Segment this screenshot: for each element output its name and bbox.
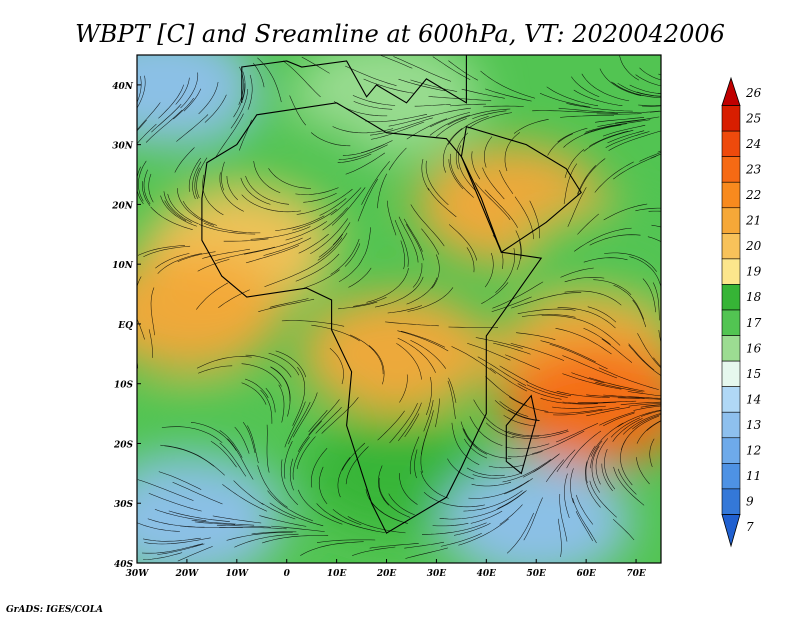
coast-madagascar bbox=[505, 394, 537, 475]
colorbar-swatch bbox=[721, 386, 741, 413]
lon-tick-label: 10E bbox=[327, 569, 347, 579]
field-region-south-atlantic-cold bbox=[137, 461, 282, 563]
map-plot-area bbox=[137, 55, 661, 563]
colorbar-label: 14 bbox=[746, 392, 761, 406]
coast-arabia bbox=[460, 125, 582, 254]
colorbar-swatch bbox=[721, 76, 741, 106]
longitude-axis: 30W 20W 10W 0 10E 20E 30E 40E 50E 60E 70E bbox=[126, 559, 646, 579]
colorbar-swatch bbox=[721, 284, 741, 311]
lon-tick-label: 60E bbox=[576, 569, 596, 579]
lat-tick-label: 30N bbox=[112, 142, 134, 152]
coast-africa bbox=[201, 102, 543, 534]
field-region-equatorial-atlantic bbox=[137, 252, 282, 372]
colorbar-label: 12 bbox=[746, 444, 761, 458]
colorbar-swatch bbox=[721, 463, 741, 490]
figure-title: WBPT [C] and Sreamline at 600hPa, VT: 20… bbox=[75, 20, 725, 48]
colorbar-swatch bbox=[721, 411, 741, 439]
field-region-north-atlantic-cold bbox=[137, 55, 257, 145]
colorbar-label: 11 bbox=[746, 469, 761, 483]
colorbar-swatch bbox=[721, 309, 741, 336]
colorbar-label: 23 bbox=[745, 162, 762, 176]
lon-tick-label: 0 bbox=[284, 569, 291, 579]
streamline-layer bbox=[137, 55, 661, 562]
colorbar-swatch bbox=[721, 105, 741, 132]
colorbar-label: 25 bbox=[745, 111, 761, 125]
colorbar-label: 24 bbox=[745, 137, 761, 151]
lon-tick-label: 20W bbox=[175, 569, 200, 579]
colorbar-label: 26 bbox=[745, 86, 762, 100]
lon-tick-label: 30W bbox=[126, 569, 150, 579]
colorbar-label: 18 bbox=[746, 290, 762, 304]
lat-tick-label: 40S bbox=[114, 560, 134, 570]
colorbar-label: 16 bbox=[746, 341, 762, 355]
map-frame bbox=[136, 54, 662, 564]
lat-tick-label: EQ bbox=[117, 321, 133, 331]
colorbar-label: 20 bbox=[745, 239, 762, 253]
lat-tick-label: 30S bbox=[114, 500, 134, 510]
latitude-axis: 40N 30N 20N 10N EQ 10S 20S 30S 40S bbox=[111, 82, 141, 570]
colorbar-swatch bbox=[721, 207, 741, 234]
streamlines bbox=[137, 55, 661, 562]
colorbar-label: 15 bbox=[746, 367, 761, 381]
colorbar-swatch bbox=[721, 181, 741, 209]
lat-tick-label: 10N bbox=[112, 261, 134, 271]
field-region-central-africa bbox=[301, 293, 492, 414]
colorbar-label: 22 bbox=[745, 188, 761, 202]
footer-credit: GrADS: IGES/COLA bbox=[6, 605, 103, 615]
coast-europe bbox=[241, 55, 467, 104]
lat-tick-label: 20N bbox=[111, 201, 134, 211]
colorbar-swatch bbox=[721, 335, 741, 362]
colorbar-swatch bbox=[721, 514, 741, 548]
colorbar-swatch bbox=[721, 258, 741, 285]
colorbar: 26 25 24 23 22 21 20 19 18 17 16 15 14 13 12 11 9 7 bbox=[721, 76, 762, 548]
colorbar-swatch bbox=[721, 233, 741, 260]
colorbar-label: 7 bbox=[746, 520, 754, 534]
colorbar-swatch bbox=[721, 488, 741, 515]
lon-tick-label: 30E bbox=[427, 569, 447, 579]
lon-tick-label: 70E bbox=[626, 569, 646, 579]
lat-tick-label: 10S bbox=[114, 381, 134, 391]
colorbar-label: 19 bbox=[746, 265, 762, 279]
colorbar-label: 21 bbox=[745, 214, 761, 228]
lon-tick-label: 10W bbox=[225, 569, 249, 579]
field-region-southern-ocean bbox=[441, 461, 632, 563]
colorbar-label: 17 bbox=[746, 316, 762, 330]
lon-tick-label: 50E bbox=[527, 569, 547, 579]
coastline-layer bbox=[201, 55, 582, 534]
lat-tick-label: 40N bbox=[112, 82, 134, 92]
colorbar-swatch bbox=[721, 156, 741, 183]
colorbar-swatch bbox=[721, 437, 741, 464]
colorbar-swatch bbox=[721, 360, 741, 387]
field-region-arabian-sea bbox=[516, 204, 661, 325]
lon-tick-label: 40E bbox=[477, 569, 497, 579]
lon-tick-label: 20E bbox=[376, 569, 397, 579]
colorbar-label: 13 bbox=[746, 418, 762, 432]
colorbar-swatch bbox=[721, 130, 741, 157]
lat-tick-label: 20S bbox=[113, 440, 134, 450]
colorbar-label: 9 bbox=[746, 495, 754, 509]
